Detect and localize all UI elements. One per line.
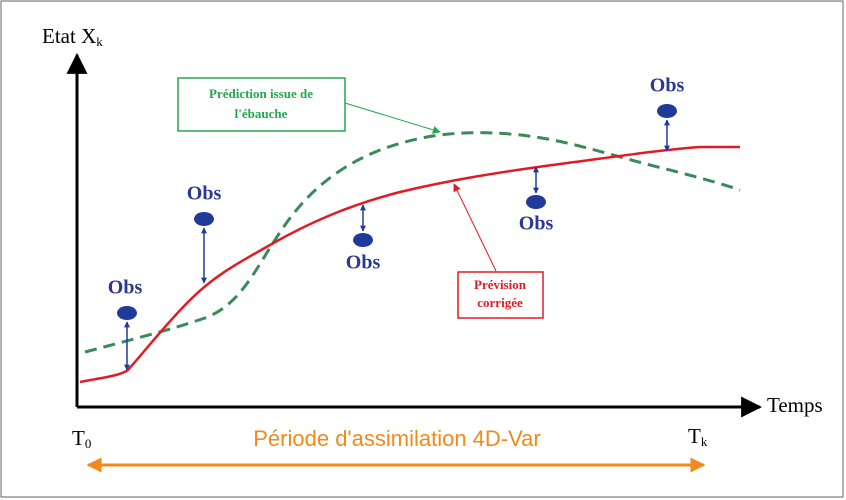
corrected-callout-text: corrigée — [477, 295, 523, 310]
obs-point — [117, 306, 137, 320]
obs-label: Obs — [346, 252, 381, 274]
end-symbol: T — [688, 424, 701, 448]
background-callout-box — [177, 77, 346, 132]
obs-point — [353, 233, 373, 247]
end-subscript: k — [701, 434, 708, 449]
period-label: Période d'assimilation 4D-Var — [253, 426, 540, 451]
background-curve — [84, 131, 741, 354]
y-axis-symbol: X — [81, 24, 96, 48]
obs-label: Obs — [519, 213, 554, 235]
obs-label: Obs — [187, 183, 222, 205]
end-time: Tk — [688, 424, 708, 449]
start-subscript: 0 — [85, 436, 92, 451]
y-axis-subscript: k — [96, 34, 103, 49]
background-callout-text: l'ébauche — [235, 106, 288, 121]
corrected-callout-box — [457, 271, 544, 319]
corrected-callout-arrow — [453, 183, 497, 272]
obs-point — [526, 195, 546, 209]
corrected-callout-text: Prévision — [474, 277, 527, 292]
obs-label: Obs — [108, 277, 143, 299]
y-axis-label: Etat Xk — [42, 24, 103, 49]
y-axis-label-text: Etat — [42, 24, 76, 48]
x-axis-label: Temps — [767, 393, 823, 417]
obs-point — [657, 104, 677, 118]
background-callout-text: Prédiction issue de — [209, 86, 313, 101]
background-callout-arrow — [344, 102, 441, 134]
start-symbol: T — [72, 426, 85, 450]
corrected-curve — [79, 145, 740, 384]
obs-label: Obs — [650, 75, 685, 97]
start-time: T0 — [72, 426, 91, 451]
obs-point — [194, 212, 214, 226]
